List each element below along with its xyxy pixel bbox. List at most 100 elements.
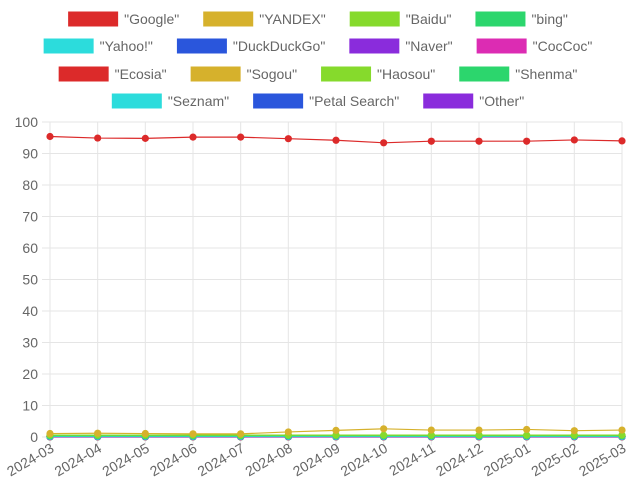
data-point[interactable] [380,425,388,433]
legend-item-google[interactable]: "Google" [68,11,179,27]
y-tick-label: 60 [22,240,38,256]
legend-item-other[interactable]: "Other" [423,93,524,109]
legend-swatch [253,93,304,109]
legend-item-sogou[interactable]: "Sogou" [190,66,297,82]
legend-label: "Petal Search" [309,93,399,109]
data-point[interactable] [189,133,197,141]
data-point[interactable] [237,430,245,438]
legend-label: "bing" [531,11,567,27]
legend-label: "Seznam" [168,93,229,109]
data-point[interactable] [141,429,149,438]
legend-label: "YANDEX" [259,11,326,27]
legend-item-shenma[interactable]: "Shenma" [459,66,577,82]
y-tick-label: 80 [22,177,38,193]
x-tick-label: 2024-06 [147,440,200,480]
legend-label: "Baidu" [406,11,452,27]
data-point[interactable] [380,431,388,439]
legend-item-bing[interactable]: "bing" [475,11,568,27]
y-axis: 0 10 20 30 40 50 60 70 80 90 100 [15,114,39,445]
x-tick-label: 2024-12 [433,440,486,480]
data-point[interactable] [427,137,435,145]
data-point[interactable] [189,430,197,438]
data-point[interactable] [284,135,292,143]
y-tick-label: 90 [22,146,38,162]
legend-item-duckduckgo[interactable]: "DuckDuckGo" [176,38,325,54]
legend-label: "DuckDuckGo" [233,38,325,54]
data-point[interactable] [332,426,340,434]
x-tick-label: 2025-03 [576,440,629,480]
legend-item-haosou[interactable]: "Haosou" [321,66,435,82]
x-tick-label: 2025-01 [481,440,534,480]
legend-label: "Google" [124,11,179,27]
data-point[interactable] [46,429,54,438]
legend-swatch [111,93,162,109]
data-point[interactable] [570,427,578,435]
x-tick-label: 2024-10 [338,440,391,480]
legend-swatch [58,66,109,82]
legend-item-naver[interactable]: "Naver" [349,38,453,54]
legend-item-yandex[interactable]: "YANDEX" [203,11,326,27]
x-tick-label: 2025-02 [528,440,581,480]
y-tick-label: 70 [22,209,38,225]
data-point[interactable] [475,137,483,145]
legend-label: "Ecosia" [115,66,167,82]
legend-swatch [190,66,241,82]
legend-label: "Naver" [405,38,452,54]
grid [42,121,623,445]
legend-swatch [68,11,119,27]
legend-label: "Haosou" [377,66,435,82]
legend-item-coccoc[interactable]: "CocCoc" [476,38,593,54]
data-point[interactable] [284,428,292,436]
legend-label: "Sogou" [247,66,297,82]
data-point[interactable] [332,136,340,144]
legend-swatch [176,38,227,54]
data-point[interactable] [523,431,531,439]
y-tick-label: 0 [30,429,38,445]
data-point[interactable] [618,426,626,434]
data-point[interactable] [570,136,578,144]
data-point[interactable] [94,134,102,142]
series-google [46,132,626,147]
y-tick-label: 20 [22,366,38,382]
legend-item-petal-search[interactable]: "Petal Search" [253,93,399,109]
series-yandex [46,425,626,438]
data-point[interactable] [475,431,483,439]
legend-swatch [475,11,526,27]
data-point[interactable] [141,134,149,142]
data-point[interactable] [427,431,435,439]
data-point[interactable] [94,429,102,437]
legend-item-ecosia[interactable]: "Ecosia" [58,66,167,82]
legend-swatch [349,38,400,54]
legend-swatch [349,11,400,27]
data-point[interactable] [380,139,388,147]
y-tick-label: 40 [22,303,38,319]
legend-label: "Yahoo!" [100,38,153,54]
data-point[interactable] [46,132,54,141]
y-tick-label: 100 [15,114,39,130]
y-tick-label: 50 [22,272,38,288]
data-point[interactable] [618,431,626,439]
legend-swatch [321,66,372,82]
x-tick-label: 2024-11 [386,440,438,479]
x-tick-label: 2024-07 [195,440,248,480]
legend-item-baidu[interactable]: "Baidu" [349,11,452,27]
x-tick-label: 2024-04 [52,440,105,480]
x-tick-label: 2024-05 [99,440,152,480]
x-axis: 2024-032024-042024-052024-062024-072024-… [4,440,629,480]
y-tick-label: 10 [22,398,38,414]
legend-label: "CocCoc" [533,38,593,54]
data-point[interactable] [475,426,483,434]
data-point[interactable] [237,133,245,141]
data-point[interactable] [523,425,531,434]
data-point[interactable] [427,426,435,434]
data-point[interactable] [523,137,531,145]
y-tick-label: 30 [22,335,38,351]
data-point[interactable] [618,137,626,145]
legend-label: "Shenma" [515,66,577,82]
legend-item-seznam[interactable]: "Seznam" [111,93,229,109]
legend: "Google" "YANDEX" "Baidu" "bing" "Yahoo!" "Du… [43,11,593,109]
legend-label: "Other" [479,93,524,109]
legend-item-yahoo[interactable]: "Yahoo!" [43,38,153,54]
x-tick-label: 2024-08 [242,440,295,480]
